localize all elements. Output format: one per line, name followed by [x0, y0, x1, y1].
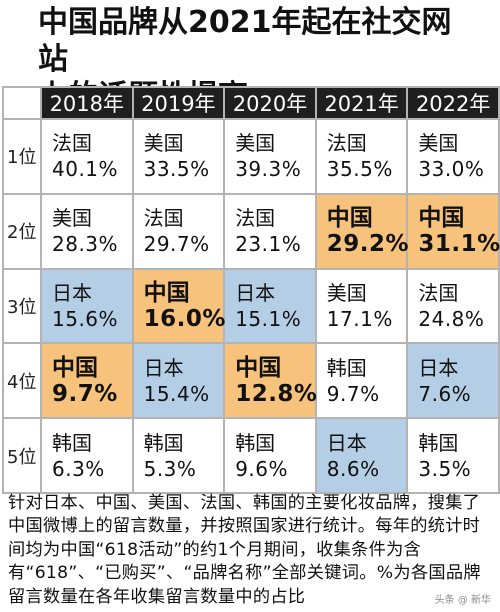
rank-cell: 中国 29.2% [314, 192, 410, 270]
share-value: 39.3% [235, 157, 302, 182]
country-name: 日本 [235, 280, 276, 305]
year-header: 2021年 [314, 86, 409, 120]
share-value: 28.3% [52, 232, 119, 257]
share-value: 8.6% [326, 456, 380, 481]
country-name: 中国 [143, 279, 190, 306]
country-name: 美国 [326, 280, 367, 305]
share-value: 12.8% [235, 380, 318, 407]
share-value: 29.2% [326, 231, 410, 258]
share-value: 29.7% [143, 232, 210, 257]
country-name: 韩国 [326, 355, 367, 380]
rank-cell: 韩国 9.6% [223, 417, 317, 494]
rank-label: 3位 [2, 267, 42, 345]
share-value: 15.4% [143, 381, 210, 406]
rank-row: 5位 韩国 6.3% 韩国 5.3% 韩国 9.6% 日本 8.6% 韩国 3.5% [2, 417, 500, 494]
share-value: 31.1% [418, 231, 500, 258]
country-name: 法国 [326, 131, 367, 156]
year-header: 2018年 [40, 86, 134, 120]
rank-row: 3位 日本 15.6% 中国 16.0% 日本 15.1% 美国 17.1% 法国 24.8% [2, 267, 500, 345]
country-name: 日本 [418, 355, 459, 380]
share-value: 15.6% [52, 306, 119, 331]
share-value: 33.0% [418, 157, 485, 182]
rank-cell: 日本 15.6% [40, 267, 134, 345]
rank-cell: 美国 17.1% [314, 267, 409, 345]
country-name: 韩国 [52, 430, 92, 455]
country-name: 美国 [418, 131, 459, 156]
rank-cell: 法国 40.1% [40, 118, 134, 195]
watermark: 头条 @ 新华 [431, 590, 494, 607]
share-value: 24.8% [418, 306, 485, 331]
rank-cell: 美国 28.3% [40, 192, 134, 270]
ranking-body: 1位 法国 40.1% 美国 33.5% 美国 39.3% 法国 35.5% 美国 33.0% 2位美… [2, 118, 500, 494]
rank-label: 1位 [2, 118, 42, 195]
rank-cell: 日本 15.4% [131, 342, 226, 420]
country-name: 韩国 [143, 430, 184, 455]
rank-cell: 法国 24.8% [406, 267, 500, 345]
share-value: 15.1% [235, 306, 302, 331]
year-header-row: 2018年 2019年 2020年 2021年 2022年 [2, 86, 500, 120]
rank-cell: 法国 35.5% [314, 118, 409, 195]
year-header: 2019年 [131, 86, 226, 120]
rank-label: 2位 [2, 192, 42, 270]
share-value: 35.5% [326, 157, 393, 182]
rank-cell: 中国 16.0% [131, 267, 226, 345]
share-value: 9.6% [235, 456, 288, 481]
ranking-table: 2018年 2019年 2020年 2021年 2022年 1位 法国 40.1% 美… [2, 86, 500, 494]
share-value: 6.3% [52, 456, 105, 481]
country-name: 中国 [326, 205, 373, 232]
share-value: 40.1% [52, 157, 119, 182]
rank-cell: 韩国 3.5% [406, 417, 500, 494]
share-value: 17.1% [326, 306, 393, 331]
country-name: 美国 [52, 206, 92, 231]
rank-cell: 韩国 5.3% [131, 417, 226, 494]
share-value: 16.0% [143, 305, 226, 332]
country-name: 日本 [52, 280, 92, 305]
rank-cell: 中国 31.1% [406, 192, 500, 270]
year-header: 2022年 [406, 86, 500, 120]
share-value: 9.7% [52, 380, 118, 407]
rank-cell: 日本 15.1% [223, 267, 317, 345]
share-value: 7.6% [418, 381, 472, 406]
country-name: 中国 [418, 205, 465, 232]
rank-cell: 韩国 6.3% [40, 417, 134, 494]
rank-label: 5位 [2, 417, 42, 494]
year-header: 2020年 [223, 86, 317, 120]
rank-cell: 美国 33.0% [406, 118, 500, 195]
share-value: 9.7% [326, 381, 380, 406]
country-name: 韩国 [235, 430, 276, 455]
country-name: 日本 [326, 430, 367, 455]
rank-cell: 日本 8.6% [314, 417, 409, 494]
country-name: 法国 [52, 131, 92, 156]
rank-cell: 法国 23.1% [223, 192, 317, 270]
rank-label: 4位 [2, 342, 42, 420]
share-value: 3.5% [418, 456, 472, 481]
country-name: 中国 [235, 354, 282, 381]
country-name: 韩国 [418, 430, 459, 455]
rank-cell: 法国 29.7% [131, 192, 226, 270]
rank-cell: 美国 33.5% [131, 118, 226, 195]
country-name: 法国 [418, 280, 459, 305]
rank-row: 4位 中国 9.7% 日本 15.4% 中国 12.8% 韩国 9.7% 日本 7.6% [2, 342, 500, 420]
header-corner [2, 86, 42, 120]
country-name: 中国 [52, 354, 98, 381]
footnote: 针对日本、中国、美国、法国、韩国的主要化妆品牌，搜集了中国微博上的留言数量，并按… [8, 493, 481, 607]
rank-row: 2位 美国 28.3% 法国 29.7% 法国 23.1% 中国 29.2% 中国 31.1% [2, 192, 500, 270]
rank-cell: 中国 9.7% [40, 342, 134, 420]
share-value: 33.5% [143, 157, 210, 182]
country-name: 日本 [143, 355, 184, 380]
rank-row: 1位 法国 40.1% 美国 33.5% 美国 39.3% 法国 35.5% 美国 33.0% [2, 118, 500, 195]
title-line-1: 中国品牌从2021年起在社交网站 [38, 5, 452, 77]
share-value: 5.3% [143, 456, 197, 481]
rank-cell: 韩国 9.7% [314, 342, 409, 420]
rank-cell: 日本 7.6% [406, 342, 500, 420]
country-name: 美国 [235, 131, 276, 156]
rank-cell: 美国 39.3% [223, 118, 317, 195]
rank-cell: 中国 12.8% [223, 342, 318, 420]
country-name: 美国 [143, 131, 184, 156]
share-value: 23.1% [235, 232, 302, 257]
country-name: 法国 [235, 206, 276, 231]
country-name: 法国 [143, 206, 184, 231]
